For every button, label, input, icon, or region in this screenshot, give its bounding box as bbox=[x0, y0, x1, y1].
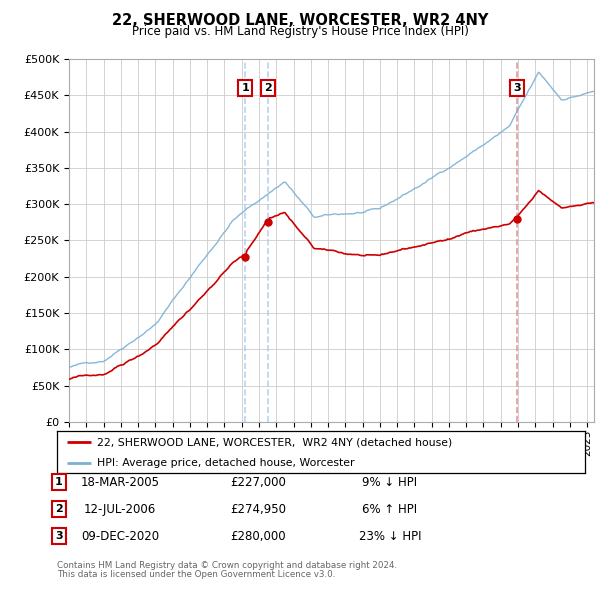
Text: 09-DEC-2020: 09-DEC-2020 bbox=[81, 530, 159, 543]
Text: £280,000: £280,000 bbox=[230, 530, 286, 543]
Text: 1: 1 bbox=[241, 83, 249, 93]
Text: 6% ↑ HPI: 6% ↑ HPI bbox=[362, 503, 418, 516]
Text: This data is licensed under the Open Government Licence v3.0.: This data is licensed under the Open Gov… bbox=[57, 571, 335, 579]
Text: 2: 2 bbox=[264, 83, 272, 93]
Text: 22, SHERWOOD LANE, WORCESTER,  WR2 4NY (detached house): 22, SHERWOOD LANE, WORCESTER, WR2 4NY (d… bbox=[97, 437, 452, 447]
Text: Price paid vs. HM Land Registry's House Price Index (HPI): Price paid vs. HM Land Registry's House … bbox=[131, 25, 469, 38]
Text: £274,950: £274,950 bbox=[230, 503, 286, 516]
Text: 22, SHERWOOD LANE, WORCESTER, WR2 4NY: 22, SHERWOOD LANE, WORCESTER, WR2 4NY bbox=[112, 13, 488, 28]
Text: Contains HM Land Registry data © Crown copyright and database right 2024.: Contains HM Land Registry data © Crown c… bbox=[57, 561, 397, 570]
Text: 18-MAR-2005: 18-MAR-2005 bbox=[80, 476, 160, 489]
Text: 1: 1 bbox=[55, 477, 62, 487]
Text: 23% ↓ HPI: 23% ↓ HPI bbox=[359, 530, 421, 543]
Text: 3: 3 bbox=[513, 83, 521, 93]
Text: £227,000: £227,000 bbox=[230, 476, 286, 489]
Text: 3: 3 bbox=[55, 532, 62, 541]
Text: 2: 2 bbox=[55, 504, 62, 514]
Text: HPI: Average price, detached house, Worcester: HPI: Average price, detached house, Worc… bbox=[97, 458, 354, 467]
Text: 12-JUL-2006: 12-JUL-2006 bbox=[84, 503, 156, 516]
Text: 9% ↓ HPI: 9% ↓ HPI bbox=[362, 476, 418, 489]
